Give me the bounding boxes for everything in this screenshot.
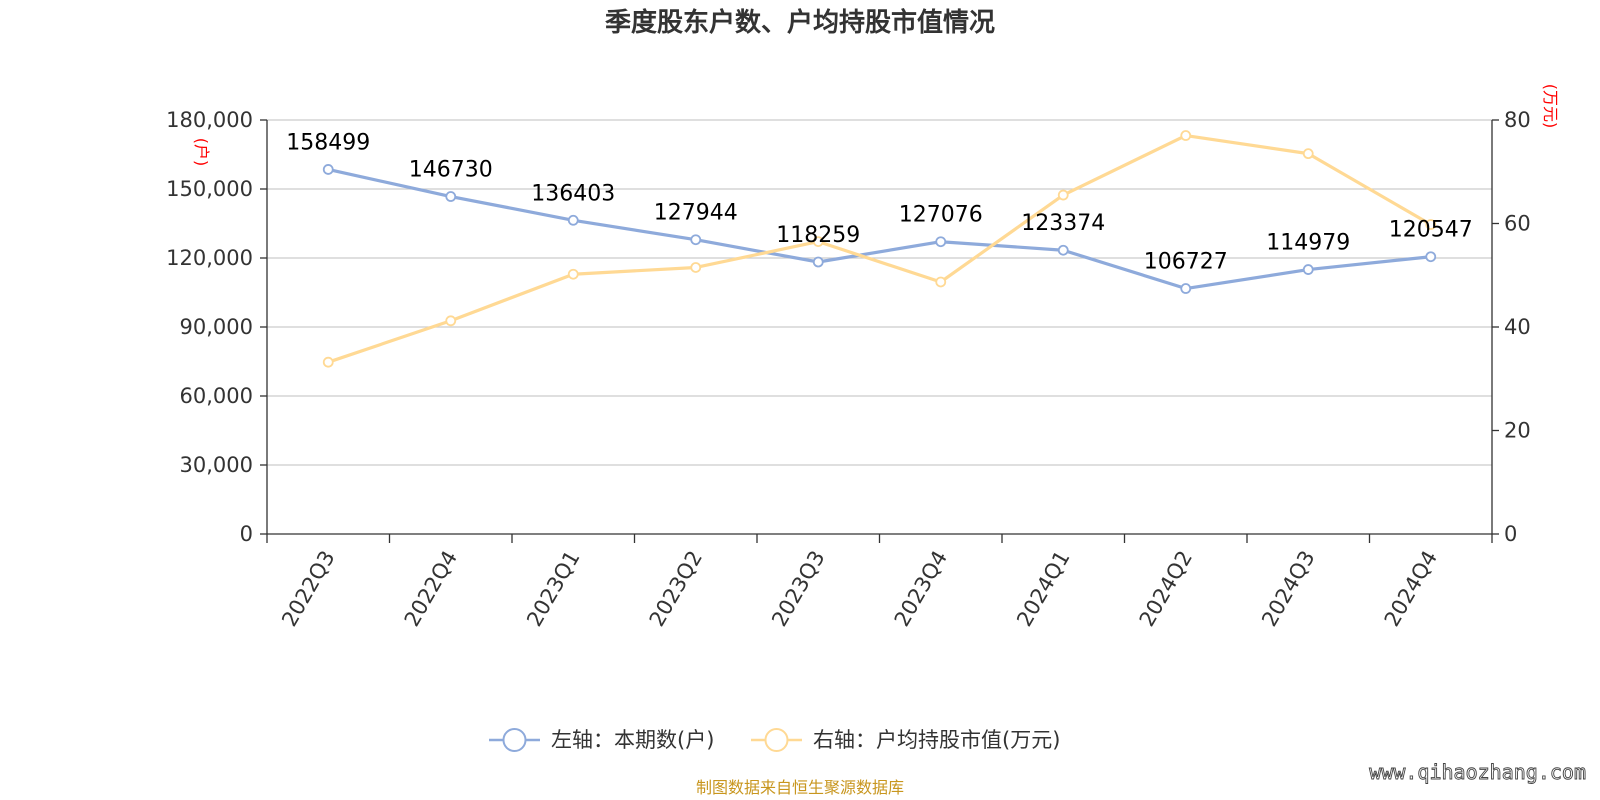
data-point-left [445,191,457,202]
data-label: 136403 [531,181,615,206]
legend-label-right: 右轴：户均持股市值(万元) [813,728,1060,752]
right-axis-tick-label: 0 [1504,522,1517,546]
data-point-left [567,214,579,226]
x-axis-tick-label: 2023Q3 [767,547,829,631]
data-point-left [935,236,947,248]
data-label: 158499 [286,130,370,155]
right-axis-unit: (万元) [1541,84,1560,129]
left-axis-tick-label: 180,000 [166,108,253,132]
x-axis-tick-label: 2022Q4 [400,547,462,631]
data-point-left [1057,244,1069,256]
x-axis-tick-label: 2023Q4 [890,547,952,631]
x-axis-tick-label: 2024Q4 [1380,547,1442,631]
data-point-left [1425,251,1437,263]
chart-title: 季度股东户数、户均持股市值情况 [605,7,995,38]
legend: 左轴：本期数(户) 右轴：户均持股市值(万元) [489,728,1060,752]
data-point-right [1302,148,1314,160]
data-point-left [322,164,334,175]
legend-label-left: 左轴：本期数(户) [551,728,714,752]
x-axis-tick-label: 2024Q2 [1135,547,1197,631]
data-point-left [1302,264,1314,275]
data-label: 106727 [1144,250,1228,275]
data-label: 118259 [776,223,860,248]
left-axis-tick-label: 0 [240,522,253,546]
data-label: 120547 [1389,218,1473,243]
legend-item-left[interactable]: 左轴：本期数(户) [489,728,714,752]
data-label: 127076 [899,203,983,228]
left-axis-tick-label: 150,000 [166,177,253,201]
data-point-right [690,262,702,273]
legend-marker-right [764,728,789,752]
data-point-right [1425,219,1437,230]
x-axis-tick-label: 2023Q1 [522,547,584,631]
left-axis-tick-label: 90,000 [180,315,253,339]
right-axis-tick-label: 80 [1504,108,1531,132]
data-point-right [1180,130,1192,141]
legend-item-right[interactable]: 右轴：户均持股市值(万元) [751,728,1060,752]
x-axis-tick-label: 2022Q3 [277,547,339,631]
data-point-right [1057,189,1069,201]
source-note: 制图数据来自恒生聚源数据库 [696,778,904,797]
right-axis-tick-label: 20 [1504,419,1531,443]
x-axis-tick-label: 2024Q1 [1012,547,1074,631]
data-label: 127944 [654,201,738,226]
right-axis-tick-label: 40 [1504,315,1531,339]
data-label: 114979 [1266,231,1350,256]
x-axis-tick-label: 2024Q3 [1257,547,1319,631]
data-point-right [812,236,824,248]
data-point-left [812,256,824,268]
data-point-right [322,356,334,368]
left-axis-unit: (户) [192,138,211,167]
data-point-left [1180,283,1192,294]
data-point-right [567,268,579,280]
left-axis-tick-label: 30,000 [180,453,253,477]
right-axis-tick-label: 60 [1504,212,1531,236]
data-point-left [690,234,702,246]
legend-marker-left [502,728,527,752]
left-axis-tick-label: 120,000 [166,246,253,270]
data-point-right [445,315,457,327]
watermark: www.qihaozhang.com [1369,760,1586,784]
data-point-right [935,276,947,288]
series [322,130,1437,368]
data-label: 146730 [409,158,493,183]
left-axis-tick-label: 60,000 [180,384,253,408]
axes: 0 30,000 60,000 90,000 120,000 150,000 180,000… [166,108,1531,631]
data-labels: 158499 146730 136403 127944 118259 127076 1233… [286,130,1472,274]
data-label: 123374 [1021,211,1105,236]
x-axis-tick-label: 2023Q2 [645,547,707,631]
series-line-right [327,133,1432,364]
series-line-left [327,167,1431,291]
grid-lines [267,119,1492,466]
